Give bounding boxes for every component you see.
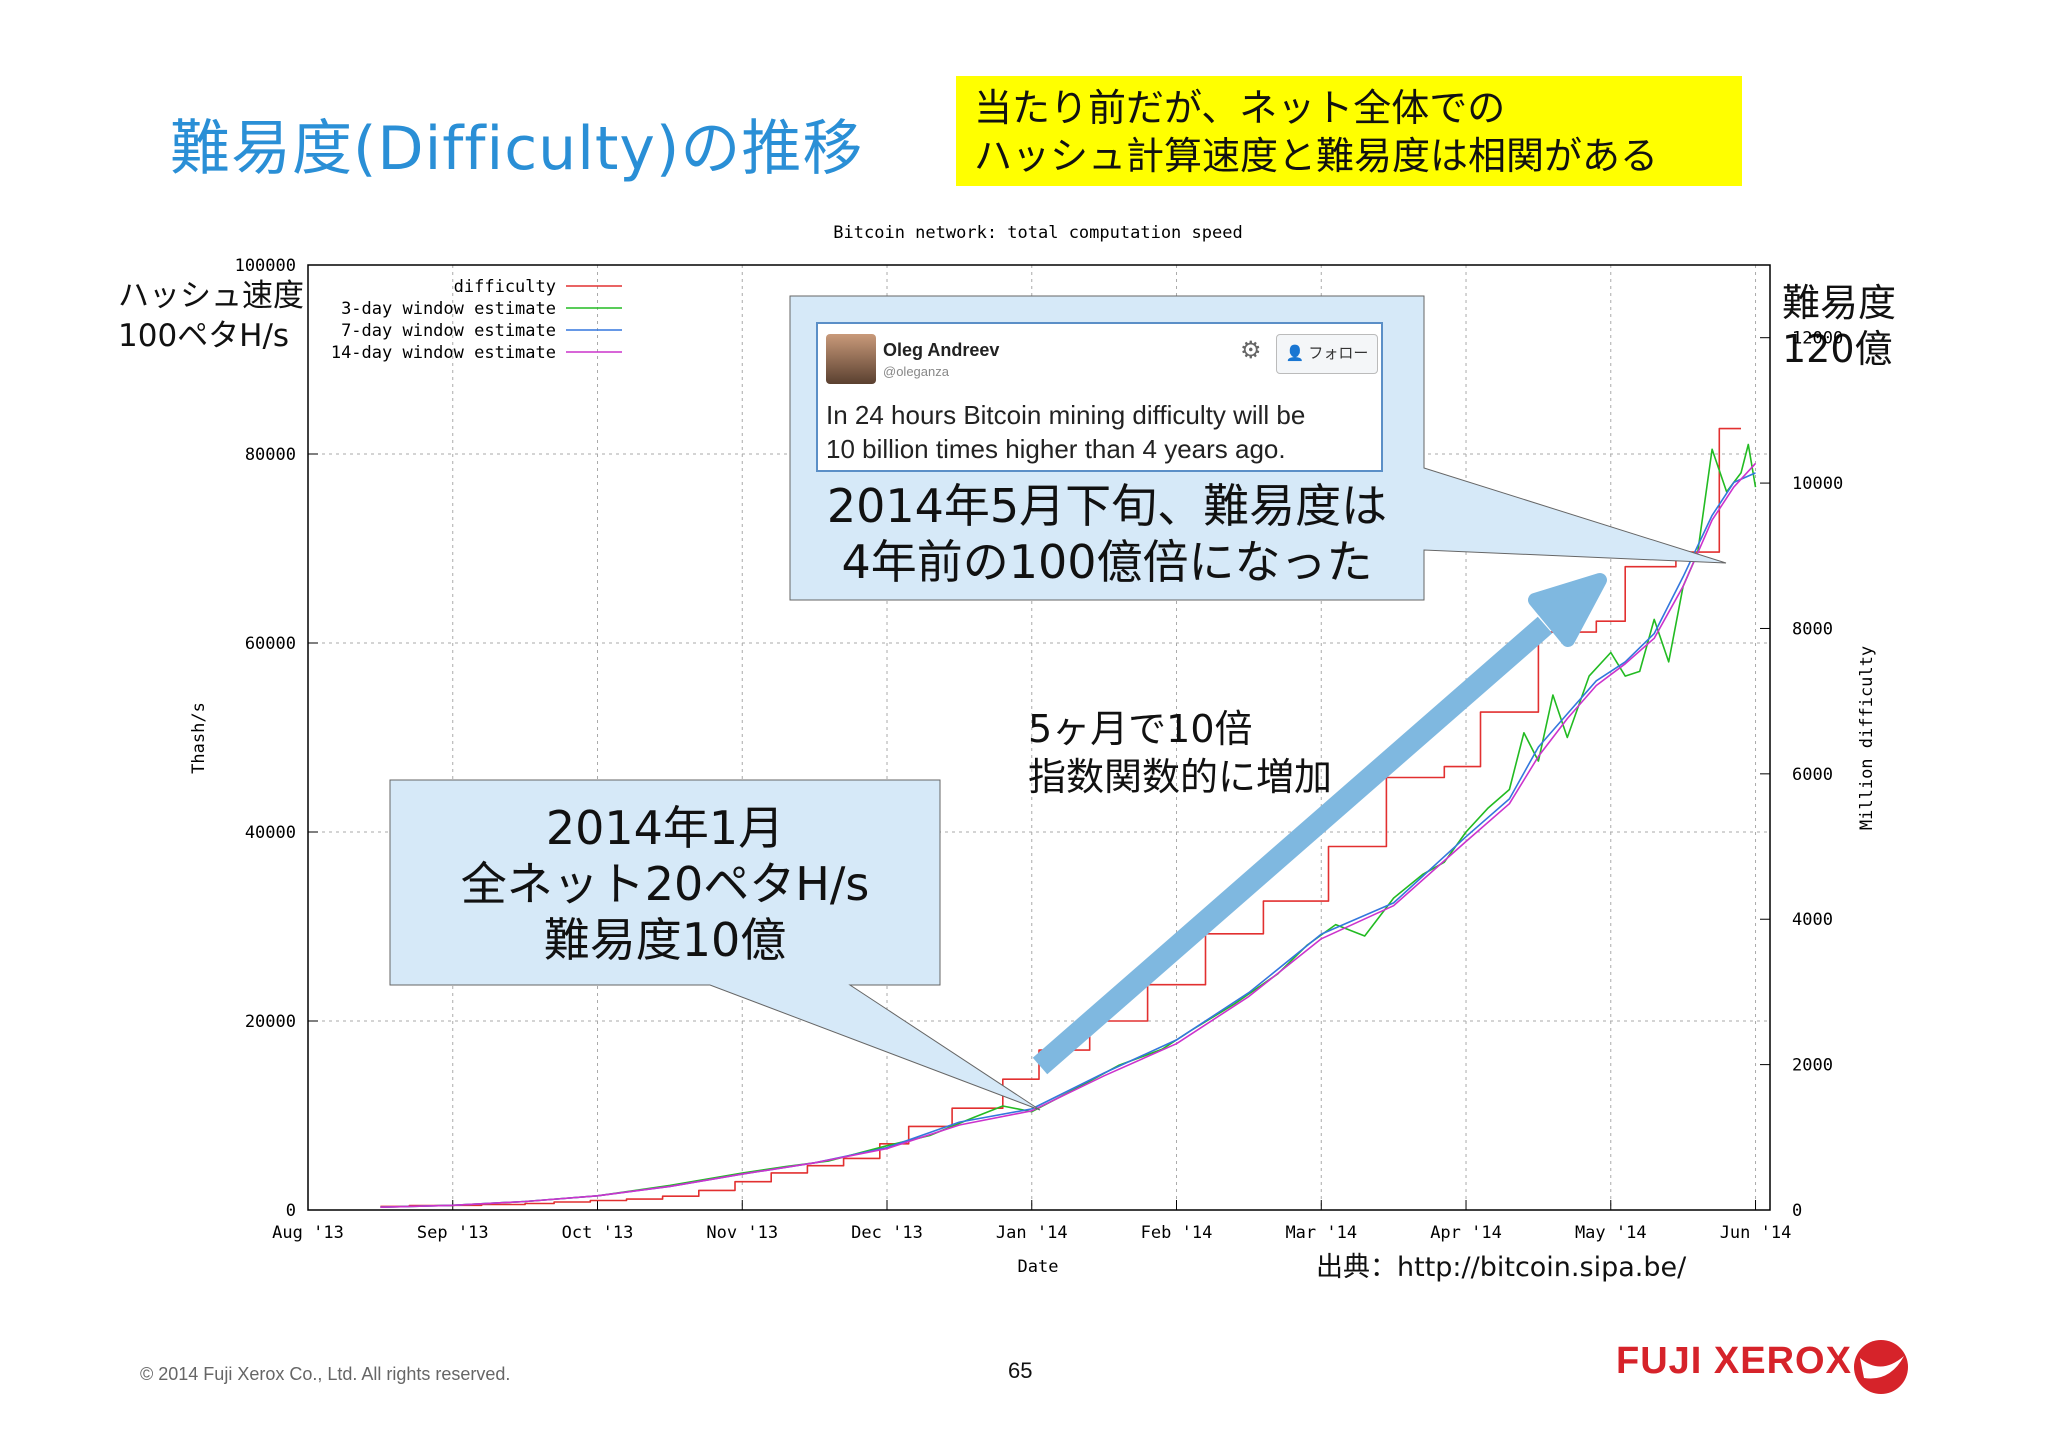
y-tick-label: 0 [286, 1201, 296, 1221]
chart-series [380, 427, 1757, 1208]
chart-title: Bitcoin network: total computation speed [833, 223, 1242, 243]
y-tick-label: 100000 [235, 256, 296, 276]
x-tick-label: Nov '13 [706, 1223, 778, 1243]
x-tick-label: May '14 [1575, 1223, 1647, 1243]
legend-label: difficulty [454, 277, 556, 297]
y-tick-label: 60000 [245, 634, 296, 654]
growth-note-line: 指数関数的に増加 [1028, 755, 1333, 799]
follow-button[interactable]: 👤 フォロー [1276, 334, 1378, 374]
highlight-note-line: ハッシュ計算速度と難易度は相関がある [974, 134, 1659, 178]
series-14-day-window-estimate [380, 462, 1757, 1208]
y2-axis-label: Million difficulty [1857, 646, 1877, 830]
brand-mark-icon [1854, 1340, 1908, 1394]
y-tick-label: 40000 [245, 823, 296, 843]
source-citation[interactable]: 出典：http://bitcoin.sipa.be/ [1316, 1252, 1687, 1283]
tweet-text: In 24 hours Bitcoin mining difficulty wi… [826, 398, 1305, 466]
tweet-text-line: In 24 hours Bitcoin mining difficulty wi… [826, 400, 1306, 430]
may-callout-text: 2014年5月下旬、難易度は 4年前の100億倍になった [790, 478, 1424, 590]
jan-callout-line: 2014年1月 [545, 801, 785, 855]
y2-tick-label: 2000 [1792, 1056, 1833, 1076]
growth-note: 5ヶ月で10倍 指数関数的に増加 [1028, 705, 1332, 801]
follow-person-icon: 👤 [1285, 345, 1305, 362]
x-tick-label: Jun '14 [1720, 1223, 1792, 1243]
right-axis-note-line: 難易度 [1782, 281, 1897, 325]
may-callout-line: 4年前の100億倍になった [841, 535, 1373, 589]
jan-callout-line: 全ネット20ペタH/s [460, 857, 870, 911]
growth-arrow-head [1528, 573, 1607, 647]
legend-label: 7-day window estimate [341, 321, 556, 341]
x-tick-label: Jan '14 [996, 1223, 1068, 1243]
highlight-note: 当たり前だが、ネット全体での ハッシュ計算速度と難易度は相関がある [956, 76, 1742, 186]
x-tick-label: Aug '13 [272, 1223, 344, 1243]
left-axis-note: ハッシュ速度 100ペタH/s [118, 276, 304, 356]
page-number: 65 [1008, 1358, 1033, 1383]
slide-title: 難易度(Difficulty)の推移 [170, 114, 864, 184]
chart-axes: Aug '13 Sep '13 Oct '13 Nov '13 Dec '13 Jan '… [235, 256, 1844, 1243]
follow-button-label: フォロー [1308, 345, 1369, 362]
y2-tick-label: 10000 [1792, 474, 1843, 494]
jan-callout-line: 難易度10億 [543, 913, 787, 967]
right-axis-note: 難易度 120億 [1782, 280, 1896, 372]
x-axis-label: Date [1018, 1257, 1059, 1277]
y2-tick-label: 4000 [1792, 910, 1833, 930]
tweet-text-line: 10 billion times higher than 4 years ago… [826, 434, 1286, 464]
x-tick-label: Mar '14 [1285, 1223, 1357, 1243]
jan-callout-box [389, 779, 1041, 1111]
copyright-notice: © 2014 Fuji Xerox Co., Ltd. All rights r… [140, 1364, 511, 1384]
left-axis-note-line: 100ペタH/s [118, 318, 290, 354]
legend-label: 14-day window estimate [331, 343, 556, 363]
may-callout-line: 2014年5月下旬、難易度は [826, 479, 1388, 533]
legend-label: 3-day window estimate [341, 299, 556, 319]
right-axis-note-line: 120億 [1782, 327, 1893, 371]
tweet-card: Oleg Andreev @oleganza ⚙ 👤 フォロー In 24 ho… [816, 322, 1383, 472]
gear-icon[interactable]: ⚙ [1240, 337, 1262, 364]
left-axis-note-line: ハッシュ速度 [118, 278, 304, 314]
y2-tick-label: 12000 [1792, 329, 1843, 349]
tweet-author-handle[interactable]: @oleganza [883, 364, 949, 379]
growth-arrow [1032, 616, 1553, 1075]
y-axis-label: Thash/s [189, 702, 209, 774]
series-difficulty [380, 427, 1741, 1208]
x-tick-label: Sep '13 [417, 1223, 489, 1243]
y2-tick-label: 8000 [1792, 619, 1833, 639]
tweet-author-name[interactable]: Oleg Andreev [883, 340, 1000, 360]
jan-callout-text: 2014年1月 全ネット20ペタH/s 難易度10億 [390, 800, 940, 968]
x-tick-label: Oct '13 [562, 1223, 634, 1243]
y2-tick-label: 0 [1792, 1201, 1802, 1221]
growth-note-line: 5ヶ月で10倍 [1028, 707, 1253, 751]
highlight-note-line: 当たり前だが、ネット全体での [974, 86, 1506, 130]
avatar[interactable] [826, 334, 876, 384]
y-tick-label: 80000 [245, 445, 296, 465]
y-tick-label: 20000 [245, 1012, 296, 1032]
x-tick-label: Dec '13 [851, 1223, 923, 1243]
x-tick-label: Feb '14 [1141, 1223, 1213, 1243]
y2-tick-label: 6000 [1792, 765, 1833, 785]
brand-logo: FUJI XEROX [1616, 1340, 1852, 1382]
plot-frame [307, 264, 1771, 1211]
x-tick-label: Apr '14 [1430, 1223, 1502, 1243]
